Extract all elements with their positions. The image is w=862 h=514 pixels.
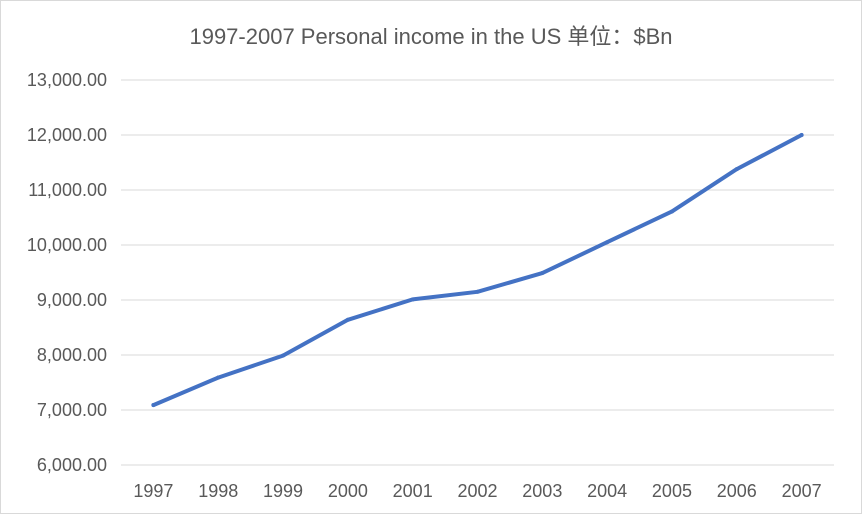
y-tick-label: 8,000.00 (37, 345, 107, 365)
y-tick-label: 11,000.00 (28, 180, 107, 200)
data-point (345, 317, 350, 322)
data-point (475, 289, 480, 294)
y-tick-label: 12,000.00 (27, 125, 107, 145)
x-tick-label: 2007 (782, 481, 822, 501)
data-point (799, 133, 804, 137)
y-tick-label: 10,000.00 (27, 235, 107, 255)
series-line (151, 133, 804, 408)
x-tick-label: 2005 (652, 481, 692, 501)
data-point (151, 403, 156, 408)
data-point (281, 353, 286, 358)
y-axis-tick-labels: 6,000.00 7,000.00 8,000.00 9,000.00 10,000.0… (27, 70, 107, 475)
data-point (669, 209, 674, 214)
x-tick-label: 1999 (263, 481, 303, 501)
data-point (216, 375, 221, 380)
data-point (605, 240, 610, 245)
y-tick-label: 13,000.00 (27, 70, 107, 90)
y-tick-label: 6,000.00 (37, 455, 107, 475)
data-point (410, 297, 415, 302)
x-tick-label: 2006 (717, 481, 757, 501)
data-point (734, 167, 739, 172)
x-tick-label: 2003 (522, 481, 562, 501)
series-layer (151, 133, 804, 408)
x-tick-label: 1997 (133, 481, 173, 501)
x-tick-label: 2002 (457, 481, 497, 501)
x-axis-tick-labels: 1997 1998 1999 2000 2001 2002 2003 2004 2005 2006… (133, 481, 821, 501)
x-tick-label: 2004 (587, 481, 627, 501)
x-tick-label: 2001 (393, 481, 433, 501)
x-tick-label: 1998 (198, 481, 238, 501)
gridlines (121, 79, 834, 466)
y-tick-label: 7,000.00 (37, 400, 107, 420)
x-tick-label: 2000 (328, 481, 368, 501)
chart-title: 1997-2007 Personal income in the US 单位：$… (189, 24, 673, 49)
y-tick-label: 9,000.00 (37, 290, 107, 310)
data-point (540, 271, 545, 276)
